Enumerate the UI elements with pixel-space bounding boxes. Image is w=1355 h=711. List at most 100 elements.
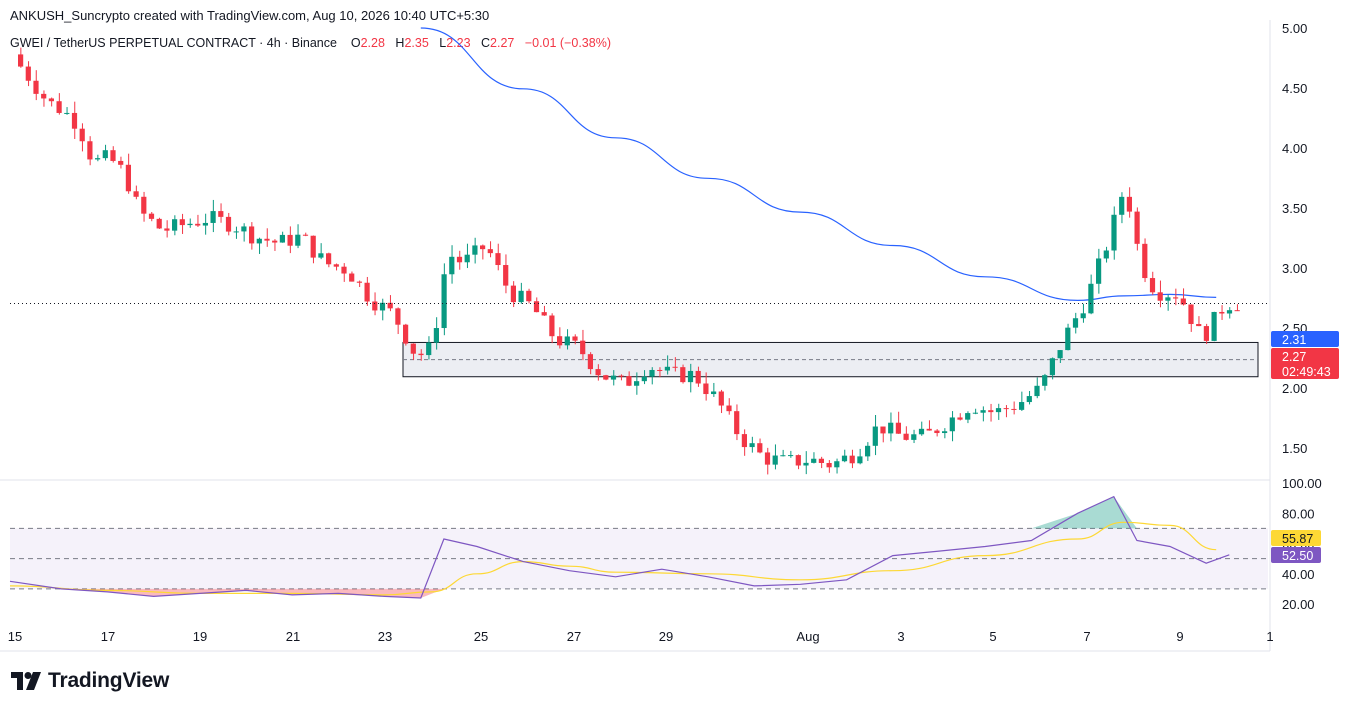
candle-body xyxy=(703,383,709,395)
rsi-ma-tag: 55.87 xyxy=(1282,532,1313,546)
time-tick-label: 9 xyxy=(1176,629,1183,644)
candle-body xyxy=(1049,358,1055,376)
candle-body xyxy=(202,222,208,226)
candle-body xyxy=(926,428,932,431)
candle-body xyxy=(256,238,262,244)
candle-body xyxy=(195,223,201,226)
candle-body xyxy=(141,196,147,214)
time-tick-label: 3 xyxy=(897,629,904,644)
candle-body xyxy=(580,340,586,355)
countdown-tag: 02:49:43 xyxy=(1282,365,1331,379)
candle-body xyxy=(610,375,617,380)
candle-body xyxy=(318,253,324,258)
price-tick-label: 5.00 xyxy=(1282,21,1307,36)
ma-value-tag: 2.31 xyxy=(1282,333,1306,347)
candle-body xyxy=(456,256,463,263)
rsi-ma-tag-bg xyxy=(1271,530,1321,546)
candle-body xyxy=(865,445,871,457)
candle-body xyxy=(410,343,416,354)
candle-body xyxy=(102,150,108,159)
candle-body xyxy=(757,443,763,453)
candle-body xyxy=(818,458,824,463)
candle-body xyxy=(641,376,647,382)
rsi-overbought-fill xyxy=(10,496,1230,529)
close-label: C xyxy=(480,36,491,50)
candle-body xyxy=(872,426,878,446)
chart-credit: ANKUSH_Suncrypto created with TradingVie… xyxy=(10,8,490,23)
candle-body xyxy=(379,302,386,311)
time-tick-label: 27 xyxy=(567,629,581,644)
rsi-band xyxy=(10,528,1268,589)
candle-body xyxy=(1211,311,1217,341)
candle-body xyxy=(772,455,778,465)
candle-body xyxy=(110,150,116,161)
candle-body xyxy=(426,342,432,356)
candle-body xyxy=(1219,311,1225,314)
candle-body xyxy=(687,370,694,383)
candle-body xyxy=(272,240,278,243)
candle-body xyxy=(934,430,940,434)
candle-body xyxy=(302,234,309,236)
candle-body xyxy=(1188,304,1194,325)
candle-body xyxy=(626,376,632,386)
candle-body xyxy=(849,455,855,464)
candle-body xyxy=(403,324,409,344)
candle-body xyxy=(1203,326,1209,341)
candle-body xyxy=(533,301,540,313)
candle-body xyxy=(18,54,24,67)
candle-body xyxy=(1088,283,1094,314)
price-tick-label: 3.50 xyxy=(1282,201,1307,216)
rsi-tag: 52.50 xyxy=(1282,549,1313,563)
candle-body xyxy=(680,367,686,383)
candle-body xyxy=(1226,310,1233,314)
candle-body xyxy=(218,211,224,217)
candle-body xyxy=(387,302,393,309)
candle-body xyxy=(41,93,47,99)
candle-body xyxy=(148,213,155,219)
candle-body xyxy=(372,301,378,311)
candle-body xyxy=(1057,350,1063,359)
candle-body xyxy=(672,366,678,368)
candle-body xyxy=(441,274,447,329)
symbol-legend: GWEI / TetherUS PERPETUAL CONTRACT · 4h … xyxy=(10,36,611,50)
candle-body xyxy=(1173,297,1179,299)
tradingview-logo[interactable]: TradingView xyxy=(11,669,169,693)
candle-body xyxy=(33,80,39,94)
candle-body xyxy=(125,164,131,192)
candle-body xyxy=(326,253,332,265)
high-label: H xyxy=(395,36,405,50)
candle-body xyxy=(834,461,840,468)
last-price-tag-bg xyxy=(1271,348,1339,379)
symbol-title[interactable]: GWEI / TetherUS PERPETUAL CONTRACT · 4h … xyxy=(10,36,337,50)
candle-body xyxy=(1234,310,1240,312)
rsi-band-fill xyxy=(10,528,1268,589)
candle-body xyxy=(133,191,139,197)
candle-body xyxy=(942,431,948,434)
candle-body xyxy=(726,405,732,412)
candle-body xyxy=(225,216,232,232)
candle-body xyxy=(1126,196,1132,212)
candle-body xyxy=(287,234,293,246)
candle-body xyxy=(503,265,509,286)
candle-body xyxy=(48,98,54,102)
candle-body xyxy=(56,101,62,113)
candle-body xyxy=(395,308,401,325)
candle-body xyxy=(949,417,955,432)
candle-body xyxy=(957,417,963,420)
candle-body xyxy=(965,413,971,420)
candle-body xyxy=(1103,250,1109,259)
candle-body xyxy=(911,434,917,440)
candle-body xyxy=(664,366,670,371)
candle-body xyxy=(1134,211,1140,244)
tradingview-logo-icon xyxy=(11,672,41,690)
change-value: −0.01 (−0.38%) xyxy=(524,36,611,50)
candle-body xyxy=(1042,375,1048,386)
open-value: 2.28 xyxy=(360,36,385,50)
rsi-tick-label: 20.00 xyxy=(1282,597,1315,612)
candle-body xyxy=(1072,318,1079,328)
rsi-tick-label: 40.00 xyxy=(1282,567,1315,582)
candle-body xyxy=(734,411,740,435)
candle-body xyxy=(349,273,355,282)
candle-body xyxy=(572,336,578,341)
